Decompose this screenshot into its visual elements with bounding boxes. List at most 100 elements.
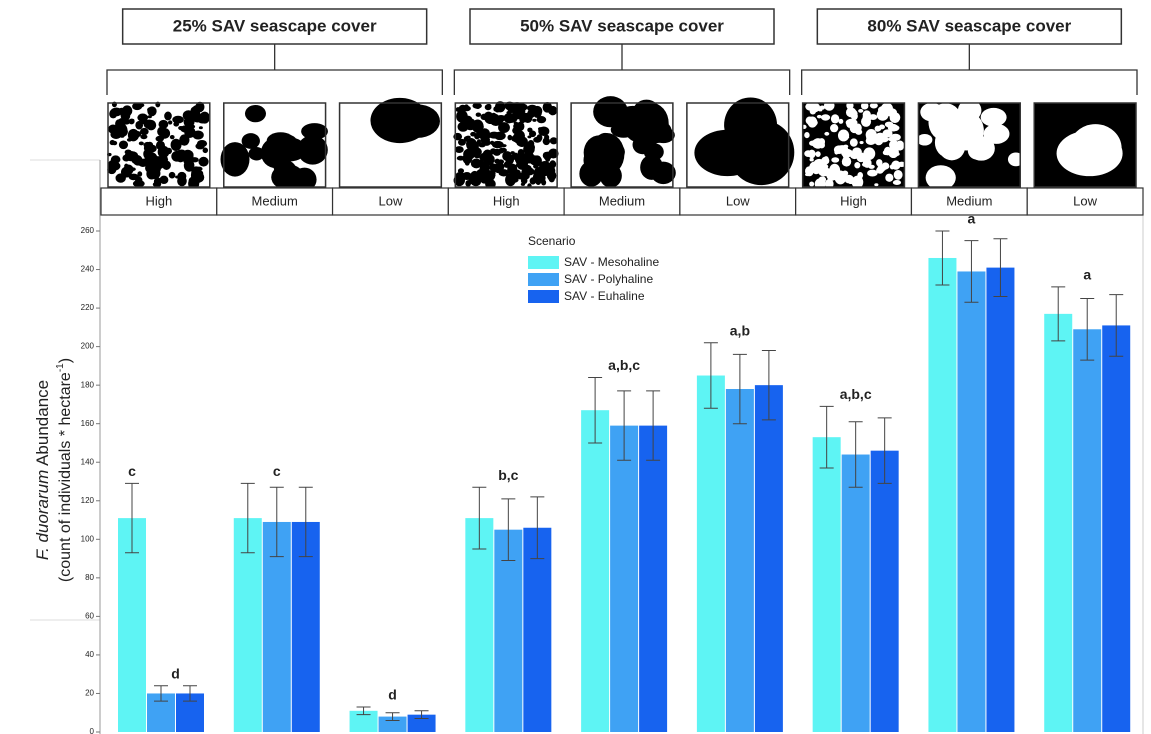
image-patch: [292, 167, 317, 192]
error-bar: [501, 498, 516, 562]
x-tick-label: Low: [1073, 193, 1097, 208]
image-patch: [804, 150, 813, 157]
image-patch: [498, 122, 510, 133]
image-patch: [841, 156, 852, 167]
image-patch: [818, 141, 826, 149]
image-patch: [916, 133, 933, 146]
image-patch: [549, 137, 558, 145]
error-bar: [1080, 297, 1095, 361]
image-patch: [183, 159, 195, 172]
image-patch: [860, 102, 869, 110]
image-patch: [542, 137, 551, 146]
image-patch: [866, 134, 876, 142]
error-bar: [1051, 286, 1066, 342]
image-patch: [863, 147, 876, 160]
image-patch: [833, 145, 845, 155]
significance-label: a,b: [730, 322, 750, 338]
image-patch: [164, 111, 172, 121]
image-patch: [853, 176, 860, 185]
image-patch: [138, 141, 144, 146]
y-axis-title: F. duorarum Abundance: [33, 380, 52, 560]
image-patch: [876, 127, 882, 131]
image-patch: [456, 109, 468, 123]
image-patch: [168, 171, 176, 179]
unit-close: ): [57, 358, 74, 363]
error-bar: [646, 390, 661, 461]
y-tick-label: 80: [85, 573, 94, 582]
y-tick-label: 120: [81, 496, 95, 505]
image-patch: [892, 179, 902, 186]
image-patch: [830, 124, 839, 133]
category-box: [910, 187, 1028, 216]
y-tick-label: 140: [81, 457, 95, 466]
image-patch: [158, 119, 169, 129]
image-patch: [121, 118, 131, 125]
image-patch: [813, 169, 820, 175]
image-border: [107, 102, 211, 188]
error-bar: [269, 486, 284, 558]
significance-label: d: [388, 687, 397, 703]
image-patch: [455, 107, 462, 112]
y-tick-label: 0: [90, 727, 95, 734]
error-bar: [1109, 294, 1124, 357]
error-bar: [298, 486, 313, 558]
image-patch: [482, 139, 491, 146]
image-patch: [473, 123, 480, 130]
significance-label: c: [128, 463, 136, 479]
landscape-image: [107, 101, 211, 191]
image-patch: [807, 118, 818, 127]
image-patch: [809, 181, 815, 187]
bracket: [801, 44, 1138, 95]
bar: [812, 437, 841, 732]
landscape-image: [801, 100, 906, 190]
image-patch: [920, 102, 944, 122]
x-tick-label: High: [146, 193, 173, 208]
bar: [639, 425, 668, 732]
image-patch: [498, 169, 510, 177]
image-patch: [498, 148, 504, 154]
image-patch: [503, 112, 515, 124]
x-tick-label: Low: [726, 193, 750, 208]
image-patch: [830, 114, 840, 124]
image-patch: [494, 101, 506, 113]
image-patch: [474, 149, 481, 156]
image-patch: [887, 123, 899, 132]
image-patch: [869, 102, 878, 109]
error-bar: [848, 421, 863, 488]
image-patch: [536, 116, 547, 124]
image-patch: [159, 175, 169, 185]
image-patch: [583, 146, 606, 174]
bar: [957, 271, 986, 732]
image-patch: [878, 168, 885, 173]
bar: [870, 450, 899, 732]
image-patch: [874, 132, 886, 142]
image-patch: [111, 140, 118, 146]
image-patch: [816, 114, 822, 119]
image-patch: [815, 151, 821, 157]
bar: [696, 375, 725, 732]
image-patch: [158, 127, 171, 139]
image-patch: [855, 129, 863, 135]
image-patch: [465, 180, 471, 187]
image-patch: [510, 151, 515, 155]
image-patch: [139, 127, 149, 136]
image-patch: [150, 162, 161, 175]
error-bar: [964, 240, 979, 303]
significance-label: a: [968, 211, 976, 227]
image-patch: [536, 134, 543, 142]
image-patch: [132, 180, 145, 188]
image-patch: [925, 165, 956, 191]
group-title-box: [121, 8, 428, 45]
image-patch: [831, 157, 840, 163]
bar: [465, 518, 494, 732]
image-patch: [503, 161, 510, 168]
image-patch: [170, 138, 182, 152]
image-patch: [172, 115, 184, 124]
image-patch: [543, 166, 553, 177]
image-patch: [117, 126, 128, 137]
image-patch: [481, 171, 491, 183]
image-border: [223, 102, 327, 188]
image-patch: [883, 146, 892, 156]
image-patch: [126, 138, 132, 142]
image-patch: [820, 114, 831, 121]
